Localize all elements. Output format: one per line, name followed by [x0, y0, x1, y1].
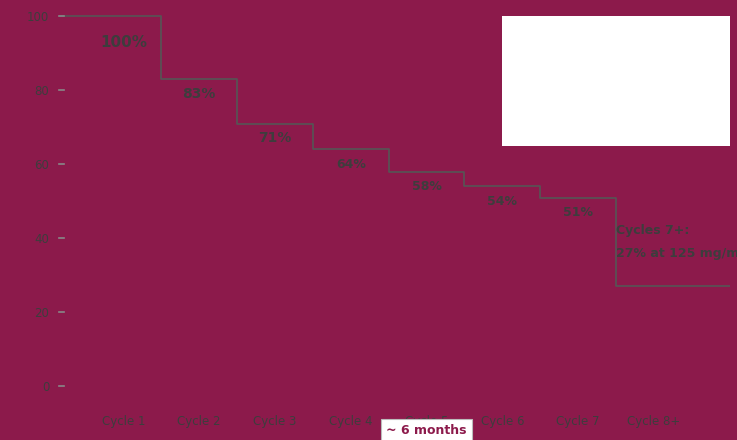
Bar	[503, 16, 737, 146]
Text: 58%: 58%	[411, 180, 441, 193]
Text: 64%: 64%	[336, 158, 366, 171]
Text: 51%: 51%	[563, 206, 593, 219]
Polygon shape	[59, 16, 730, 386]
Text: Cycles 7+:: Cycles 7+:	[616, 224, 689, 237]
Text: 71%: 71%	[258, 131, 292, 145]
Text: 100%: 100%	[100, 35, 147, 50]
Text: 54%: 54%	[487, 195, 517, 208]
Text: 27% at 125 mg/m²: 27% at 125 mg/m²	[616, 246, 737, 260]
Text: 83%: 83%	[183, 87, 216, 101]
Text: ~ 6 months: ~ 6 months	[386, 424, 467, 437]
